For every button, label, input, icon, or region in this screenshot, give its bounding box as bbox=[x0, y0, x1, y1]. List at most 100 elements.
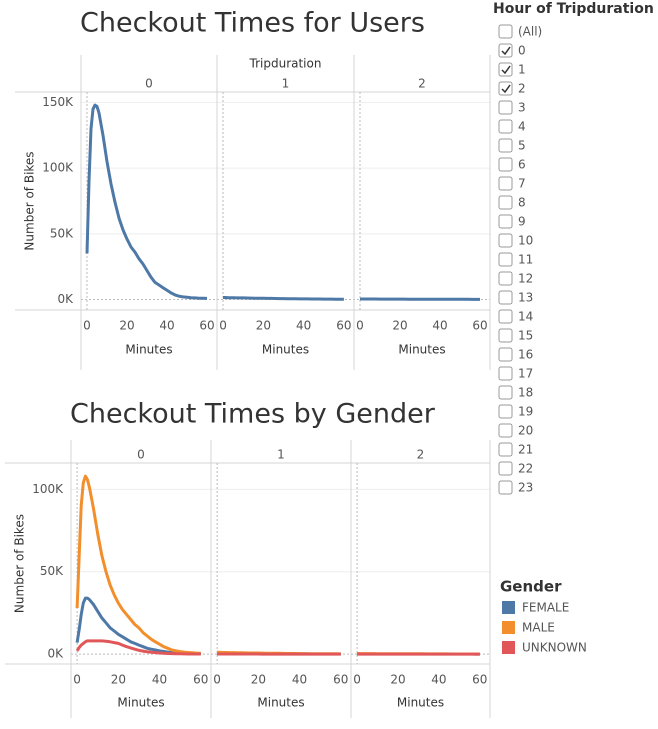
x-axis-title: Minutes bbox=[397, 696, 444, 710]
facet-title: Tripduration bbox=[249, 57, 322, 71]
checkbox[interactable] bbox=[498, 404, 513, 419]
legend-title: Gender bbox=[500, 578, 562, 596]
checkbox[interactable] bbox=[498, 100, 513, 115]
filter-option[interactable]: 18 bbox=[518, 386, 533, 400]
x-tick-label: 0 bbox=[73, 673, 81, 687]
x-tick-label: 60 bbox=[199, 319, 214, 333]
filter-option[interactable]: 14 bbox=[518, 310, 533, 324]
checkbox[interactable] bbox=[498, 309, 513, 324]
y-axis-title: Number of Bikes bbox=[13, 514, 27, 613]
x-axis-title: Minutes bbox=[262, 343, 309, 357]
checkbox[interactable] bbox=[498, 442, 513, 457]
panel-label: 1 bbox=[282, 77, 290, 91]
checkbox[interactable] bbox=[498, 43, 513, 58]
checkbox[interactable] bbox=[498, 366, 513, 381]
filter-option[interactable]: 20 bbox=[518, 424, 533, 438]
filter-option[interactable]: 10 bbox=[518, 234, 533, 248]
legend-label: FEMALE bbox=[522, 601, 569, 615]
checkbox[interactable] bbox=[498, 461, 513, 476]
x-tick-label: 20 bbox=[119, 319, 134, 333]
filter-option[interactable]: 12 bbox=[518, 272, 533, 286]
filter-option[interactable]: 21 bbox=[518, 443, 533, 457]
checkbox[interactable] bbox=[498, 290, 513, 305]
checkbox[interactable] bbox=[498, 176, 513, 191]
checkbox[interactable] bbox=[498, 62, 513, 77]
filter-option[interactable]: 8 bbox=[518, 196, 526, 210]
line bbox=[223, 296, 344, 301]
y-tick-label: 100K bbox=[42, 161, 74, 175]
filter-option[interactable]: 23 bbox=[518, 481, 533, 495]
legend-swatch bbox=[502, 641, 515, 654]
x-tick-label: 0 bbox=[83, 319, 91, 333]
x-axis-title: Minutes bbox=[257, 696, 304, 710]
checkbox[interactable] bbox=[498, 423, 513, 438]
filter-option[interactable]: 11 bbox=[518, 253, 533, 267]
x-tick-label: 0 bbox=[353, 673, 361, 687]
legend-label: MALE bbox=[522, 621, 555, 635]
filter-option[interactable]: 4 bbox=[518, 120, 526, 134]
filter-option[interactable]: 9 bbox=[518, 215, 526, 229]
filter-option[interactable]: 5 bbox=[518, 139, 526, 153]
checkbox[interactable] bbox=[498, 385, 513, 400]
panel-label: 2 bbox=[418, 77, 426, 91]
filter-option[interactable]: 17 bbox=[518, 367, 533, 381]
checkbox[interactable] bbox=[498, 328, 513, 343]
filter-option[interactable]: 16 bbox=[518, 348, 533, 362]
checkbox[interactable] bbox=[498, 157, 513, 172]
y-tick-label: 150K bbox=[42, 95, 74, 109]
checkbox[interactable] bbox=[498, 271, 513, 286]
filter-option[interactable]: 15 bbox=[518, 329, 533, 343]
legend-swatch bbox=[502, 601, 515, 614]
filter-option[interactable]: 6 bbox=[518, 158, 526, 172]
checkmark bbox=[501, 46, 511, 56]
x-tick-label: 60 bbox=[472, 319, 487, 333]
line bbox=[75, 474, 201, 655]
filter-option[interactable]: 3 bbox=[518, 101, 526, 115]
line bbox=[85, 103, 208, 300]
checkmark bbox=[501, 84, 511, 94]
x-axis-title: Minutes bbox=[125, 343, 172, 357]
filter-option[interactable]: 2 bbox=[518, 82, 526, 96]
checkbox[interactable] bbox=[498, 233, 513, 248]
x-tick-label: 60 bbox=[472, 673, 487, 687]
y-tick-label: 50K bbox=[40, 564, 64, 578]
x-tick-label: 20 bbox=[251, 673, 266, 687]
chart-title: Checkout Times for Users bbox=[80, 8, 425, 39]
line bbox=[75, 639, 201, 656]
panel-label: 2 bbox=[417, 448, 425, 462]
checkbox[interactable] bbox=[498, 119, 513, 134]
panel-label: 1 bbox=[277, 448, 285, 462]
filter-option[interactable]: 13 bbox=[518, 291, 533, 305]
checkbox[interactable] bbox=[498, 195, 513, 210]
checkbox[interactable] bbox=[498, 138, 513, 153]
checkbox[interactable] bbox=[498, 81, 513, 96]
checkbox[interactable] bbox=[498, 24, 513, 39]
x-tick-label: 60 bbox=[333, 673, 348, 687]
checkbox[interactable] bbox=[498, 214, 513, 229]
y-axis-title: Number of Bikes bbox=[23, 151, 37, 250]
checkbox[interactable] bbox=[498, 252, 513, 267]
x-tick-label: 40 bbox=[432, 319, 447, 333]
x-tick-label: 40 bbox=[296, 319, 311, 333]
legend-swatch bbox=[502, 621, 515, 634]
checkbox[interactable] bbox=[498, 347, 513, 362]
chart-title: Checkout Times by Gender bbox=[70, 399, 436, 430]
filter-option[interactable]: 19 bbox=[518, 405, 533, 419]
x-tick-label: 0 bbox=[356, 319, 364, 333]
filter-option[interactable]: (All) bbox=[518, 25, 542, 39]
x-tick-label: 40 bbox=[152, 673, 167, 687]
x-tick-label: 20 bbox=[256, 319, 271, 333]
checkbox[interactable] bbox=[498, 480, 513, 495]
filter-option[interactable]: 7 bbox=[518, 177, 526, 191]
y-tick-label: 100K bbox=[32, 482, 64, 496]
x-tick-label: 0 bbox=[213, 673, 221, 687]
panel-label: 0 bbox=[145, 77, 153, 91]
checkmark bbox=[501, 65, 511, 75]
x-tick-label: 60 bbox=[336, 319, 351, 333]
x-tick-label: 0 bbox=[219, 319, 227, 333]
x-tick-label: 20 bbox=[111, 673, 126, 687]
filter-option[interactable]: 1 bbox=[518, 63, 526, 77]
filter-option[interactable]: 0 bbox=[518, 44, 526, 58]
filter-option[interactable]: 22 bbox=[518, 462, 533, 476]
